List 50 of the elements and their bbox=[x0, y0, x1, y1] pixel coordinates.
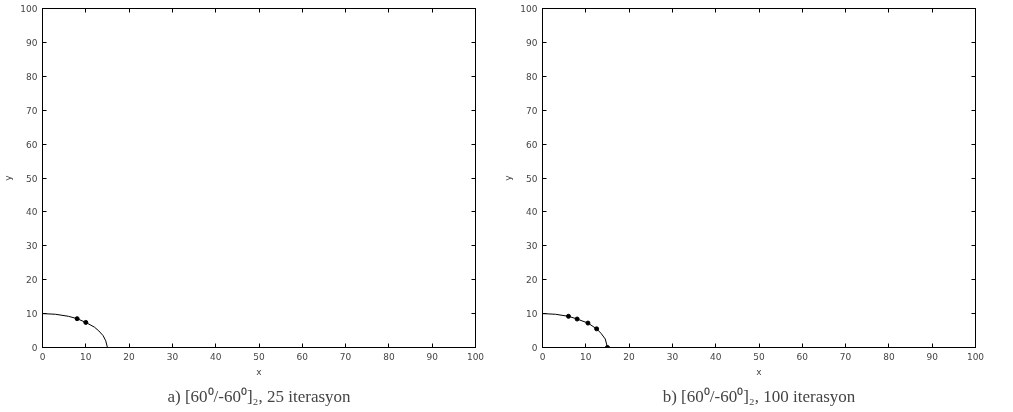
x-tick-label: 20 bbox=[623, 351, 636, 362]
x-tick-label: 10 bbox=[80, 351, 92, 362]
y-tick-label: 60 bbox=[526, 139, 538, 150]
y-tick-label: 0 bbox=[31, 343, 38, 353]
x-tick-label: 40 bbox=[209, 351, 222, 362]
y-tick-label: 20 bbox=[526, 275, 538, 286]
x-tick-label: 70 bbox=[839, 351, 852, 362]
text: a) [60⁰/-60⁰]₂, 25 iterasyon bbox=[167, 386, 352, 406]
y-tick-label: 60 bbox=[26, 139, 38, 150]
x-tick-label: 100 bbox=[466, 351, 485, 362]
x-tick-label: 10 bbox=[580, 351, 592, 362]
y-axis-title: y bbox=[3, 174, 14, 181]
y-tick-label: 80 bbox=[526, 71, 538, 82]
x-axis-title: x bbox=[256, 366, 263, 377]
y-tick-label: 90 bbox=[26, 37, 38, 48]
y-tick-label: 0 bbox=[531, 343, 538, 353]
y-tick-label: 70 bbox=[526, 105, 538, 116]
x-tick-label: 30 bbox=[666, 351, 679, 362]
y-tick-label: 50 bbox=[526, 173, 538, 184]
y-tick-label: 20 bbox=[26, 275, 38, 286]
y-tick-label: 90 bbox=[526, 37, 538, 48]
y-tick-label: 40 bbox=[26, 207, 38, 218]
x-tick-label: 0 bbox=[539, 351, 546, 362]
x-tick-label: 60 bbox=[296, 351, 309, 362]
x-tick-label: 70 bbox=[339, 351, 352, 362]
x-tick-label: 0 bbox=[39, 351, 46, 362]
x-tick-label: 50 bbox=[253, 351, 265, 362]
y-axis-title: y bbox=[503, 174, 514, 181]
y-tick-label: 30 bbox=[26, 241, 38, 252]
y-tick-label: 100 bbox=[20, 4, 38, 14]
x-axis-title: x bbox=[756, 366, 763, 377]
x-tick-label: 100 bbox=[966, 351, 985, 362]
x-tick-label: 30 bbox=[166, 351, 179, 362]
y-tick-label: 80 bbox=[26, 71, 38, 82]
x-tick-label: 40 bbox=[709, 351, 722, 362]
x-tick-label: 80 bbox=[883, 351, 895, 362]
y-tick-label: 100 bbox=[520, 4, 538, 14]
y-tick-label: 10 bbox=[26, 309, 38, 320]
x-tick-label: 80 bbox=[383, 351, 395, 362]
x-tick-label: 90 bbox=[426, 351, 439, 362]
x-tick-label: 90 bbox=[926, 351, 939, 362]
x-tick-label: 60 bbox=[796, 351, 809, 362]
y-tick-label: 30 bbox=[526, 241, 538, 252]
x-tick-label: 50 bbox=[753, 351, 765, 362]
y-tick-label: 50 bbox=[26, 173, 38, 184]
y-tick-label: 40 bbox=[526, 207, 538, 218]
y-tick-label: 70 bbox=[26, 105, 38, 116]
y-tick-label: 10 bbox=[526, 309, 538, 320]
text: b) [60⁰/-60⁰]₂, 100 iterasyon bbox=[662, 386, 856, 406]
x-tick-label: 20 bbox=[123, 351, 136, 362]
